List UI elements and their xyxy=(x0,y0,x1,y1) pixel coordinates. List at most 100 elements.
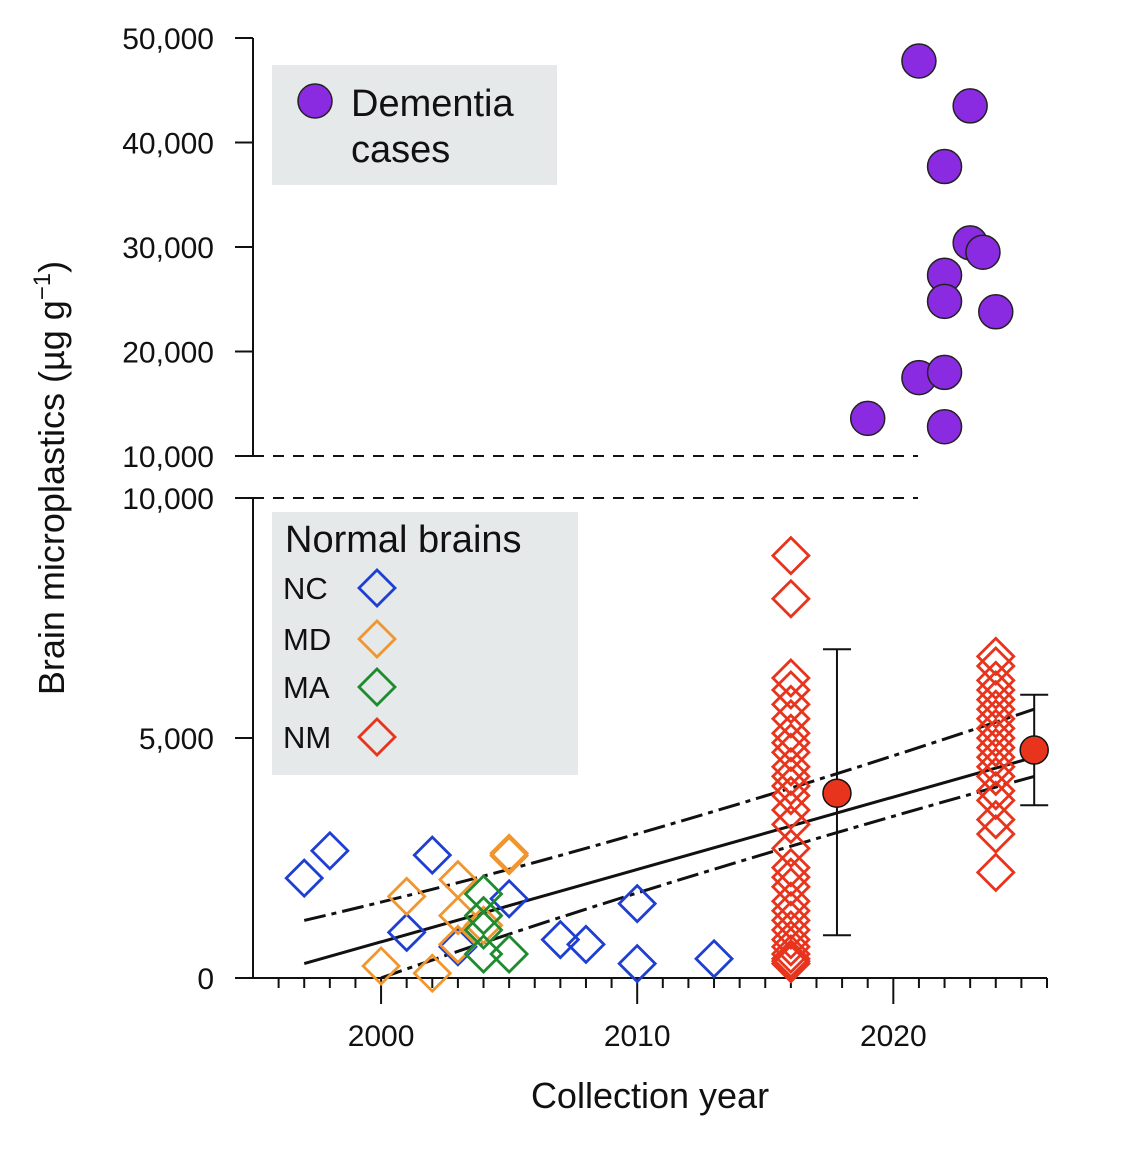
summary-mean-point xyxy=(822,778,852,808)
normal-brains-legend-box xyxy=(272,512,578,775)
data-point-nm xyxy=(770,713,811,754)
x-tick-label: 2020 xyxy=(860,1020,927,1053)
data-point-nm xyxy=(975,689,1016,730)
data-point-nm xyxy=(975,698,1016,739)
data-point-nm xyxy=(975,646,1016,686)
data-point-nm xyxy=(770,919,811,960)
data-point-nm xyxy=(975,737,1016,778)
data-point-nm xyxy=(975,679,1016,720)
data-point-nm xyxy=(770,847,811,888)
data-point-nm xyxy=(770,943,811,984)
data-point-dementia xyxy=(926,354,963,391)
regression-lines xyxy=(303,707,1035,980)
data-point-nm xyxy=(975,799,1016,840)
data-point-nm xyxy=(975,852,1016,893)
data-point-nc xyxy=(565,924,606,965)
upper-y-tick-label: 40,000 xyxy=(122,128,214,161)
x-axis-title: Collection year xyxy=(531,1075,769,1116)
regression-ci-upper xyxy=(303,707,1035,922)
data-point-md xyxy=(412,953,453,994)
data-point-nm xyxy=(770,926,811,967)
lower-y-tick-label: 10,000 xyxy=(122,483,214,516)
data-point-nm xyxy=(975,708,1016,749)
data-point-nm xyxy=(770,722,811,763)
normal-brains-legend-title: Normal brains xyxy=(285,519,522,561)
dementia-legend-marker xyxy=(297,83,333,119)
normal-brains-legend-items: NC MD MA NM xyxy=(283,568,397,757)
legend-label-md: MD xyxy=(283,622,331,657)
data-point-nm xyxy=(975,746,1016,787)
data-point-nm xyxy=(770,670,811,710)
legend-label-nc: NC xyxy=(283,571,328,606)
data-point-nm xyxy=(770,684,811,725)
data-point-nc xyxy=(489,878,530,919)
data-point-ma xyxy=(463,910,504,950)
data-point-nm xyxy=(975,770,1016,811)
legend-marker-md xyxy=(357,619,397,659)
data-point-nm xyxy=(975,636,1016,677)
data-point-nm xyxy=(770,910,811,950)
lower-y-tick-label: 5,000 xyxy=(139,723,214,756)
data-point-nm xyxy=(770,790,811,830)
data-point-nc xyxy=(694,938,735,979)
data-point-nm xyxy=(770,746,811,787)
data-point-nm xyxy=(975,670,1016,710)
y-axis-title-main: Brain microplastics (µg g xyxy=(31,300,72,695)
summary-points xyxy=(822,648,1049,937)
data-point-nc xyxy=(309,830,350,871)
data-point-nm xyxy=(770,732,811,773)
dementia-legend-label-line2: cases xyxy=(351,129,450,171)
upper-y-tick-label: 50,000 xyxy=(122,23,214,56)
data-point-nm xyxy=(975,660,1016,701)
data-point-md xyxy=(463,905,504,946)
data-point-nm xyxy=(770,578,811,619)
upper-y-tick-label: 20,000 xyxy=(122,337,214,370)
data-point-nm xyxy=(975,756,1016,797)
data-point-dementia xyxy=(978,294,1014,330)
data-point-nm xyxy=(770,804,811,845)
data-point-md xyxy=(437,924,478,965)
data-point-nm xyxy=(975,780,1016,821)
data-point-md xyxy=(361,946,402,986)
data-point-nm xyxy=(975,727,1016,768)
data-point-nm xyxy=(770,934,811,974)
data-point-nm xyxy=(975,814,1016,854)
x-tick-label: 2010 xyxy=(604,1020,671,1053)
data-point-nc xyxy=(412,835,453,876)
data-point-dementia xyxy=(952,88,988,124)
lower-y-tick-label: 0 xyxy=(197,963,214,996)
legend-marker-ma xyxy=(357,667,397,707)
data-point-nm xyxy=(770,866,811,907)
data-point-nc xyxy=(617,943,658,984)
regression-fit-line xyxy=(303,755,1035,966)
data-point-nc xyxy=(284,858,325,899)
data-point-nm xyxy=(770,658,811,698)
axis-break-lines xyxy=(253,455,918,499)
data-point-nc xyxy=(540,919,581,960)
legend-marker-nc xyxy=(357,568,397,608)
data-point-nm xyxy=(770,766,811,806)
data-point-dementia xyxy=(849,400,886,437)
y-axis-title: Brain microplastics (µg g−1) xyxy=(29,261,72,695)
data-point-md xyxy=(386,876,427,917)
y-axis-title-sup: −1 xyxy=(29,273,56,300)
data-point-dementia xyxy=(926,283,963,320)
data-point-nm xyxy=(770,941,811,982)
data-point-nm xyxy=(770,857,811,898)
data-point-dementia xyxy=(926,148,963,185)
x-tick-label: 2000 xyxy=(348,1020,415,1053)
legend-label-ma: MA xyxy=(283,670,330,705)
data-point-md xyxy=(489,835,530,876)
summary-mean-point xyxy=(1019,735,1049,765)
upper-y-tick-label: 30,000 xyxy=(122,232,214,265)
data-point-nm xyxy=(770,775,811,816)
data-point-ma xyxy=(463,895,504,936)
data-point-ma xyxy=(489,934,530,974)
axes: 10,000 20,000 30,000 40,000 50,000 0 5,000 10,0… xyxy=(122,23,1048,1053)
data-marks xyxy=(284,43,1016,994)
dementia-legend-label-line1: Dementia xyxy=(351,83,514,125)
regression-ci-lower xyxy=(380,774,1035,980)
data-point-dementia xyxy=(926,408,963,445)
data-point-nc xyxy=(386,912,427,953)
